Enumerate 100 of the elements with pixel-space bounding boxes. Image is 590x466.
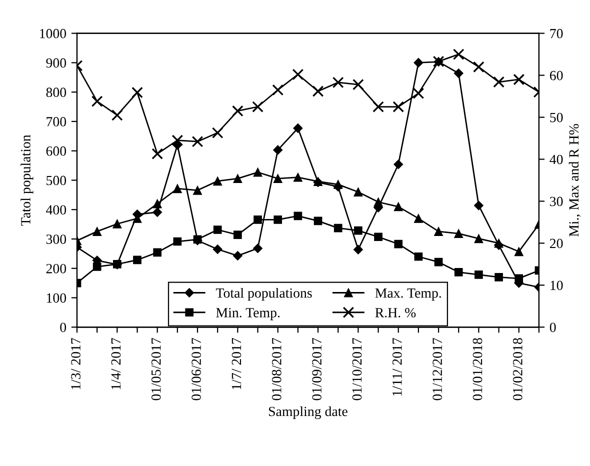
point: [152, 207, 162, 218]
y2-tick-label: 0: [550, 322, 556, 332]
point: [394, 240, 403, 248]
x-tick-label: 01/12/2017: [432, 338, 442, 400]
point: [92, 226, 102, 236]
y-tick-label: 1000: [40, 28, 66, 38]
y-tick-label: 300: [46, 234, 66, 244]
point: [293, 172, 302, 182]
point: [434, 226, 444, 236]
point: [474, 200, 484, 210]
point: [374, 232, 382, 242]
point: [212, 244, 222, 254]
point: [273, 145, 283, 155]
y2-tick-label: 50: [550, 112, 563, 122]
point: [213, 226, 222, 234]
y-tick-label: 200: [46, 264, 66, 274]
point: [312, 86, 324, 97]
point: [232, 105, 244, 117]
point: [434, 258, 443, 266]
point: [513, 74, 525, 86]
x-tick-label: 01/05/2017: [151, 338, 161, 400]
point: [234, 230, 242, 239]
point: [232, 250, 242, 261]
point: [334, 224, 342, 232]
point: [394, 202, 403, 212]
x-tick-label: 01/02/2018: [512, 338, 522, 400]
y-tick-label: 700: [46, 117, 66, 126]
point: [493, 76, 504, 88]
x-tick-label: 1/7/ 2017: [232, 338, 242, 390]
x-axis-title: Sampling date: [268, 406, 348, 420]
point: [192, 136, 204, 148]
y2-tick-label: 60: [550, 70, 563, 80]
point: [452, 48, 464, 60]
y2-tick-label: 40: [550, 154, 563, 164]
point: [192, 186, 202, 195]
y2-tick-label: 70: [550, 28, 563, 38]
point: [252, 101, 264, 112]
point: [233, 174, 242, 184]
y2-tick-label: 30: [550, 196, 563, 206]
point: [414, 252, 423, 261]
point: [474, 234, 484, 244]
y-axis-title: Tatol population: [20, 134, 34, 226]
point: [91, 96, 103, 108]
point: [274, 216, 282, 224]
point: [111, 109, 123, 121]
legend-label: R.H. %: [375, 308, 416, 318]
point: [272, 84, 284, 96]
point: [152, 148, 164, 160]
point: [172, 184, 182, 194]
y-tick-label: 900: [46, 58, 66, 68]
y-tick-label: 0: [60, 322, 66, 332]
point: [474, 270, 483, 279]
y-tick-label: 500: [46, 176, 66, 186]
y2-tick-label: 10: [550, 280, 563, 290]
point: [112, 219, 122, 228]
point: [353, 244, 363, 254]
x-tick-label: 1/3/ 2017: [71, 338, 80, 390]
x-tick-label: 01/08/2017: [272, 338, 282, 400]
point: [332, 76, 344, 88]
point: [292, 68, 304, 80]
point: [314, 216, 322, 226]
point: [394, 160, 404, 170]
y2-tick-label: 20: [550, 238, 563, 248]
point: [473, 61, 484, 73]
point: [253, 168, 262, 177]
point: [294, 212, 302, 220]
y-tick-label: 600: [46, 146, 66, 156]
point: [414, 214, 423, 223]
point: [454, 268, 463, 276]
x-tick-label: 1/4/ 2017: [111, 338, 121, 390]
point: [212, 127, 224, 138]
x-tick-label: 01/01/2018: [472, 338, 482, 400]
y2-axis-title: Mi., Max and R H%: [568, 124, 581, 237]
y-tick-label: 100: [46, 293, 66, 303]
point: [392, 101, 404, 112]
point: [273, 174, 282, 184]
y-tick-label: 400: [46, 205, 66, 215]
legend-label: Max. Temp.: [375, 288, 441, 301]
point: [173, 237, 182, 246]
point: [172, 134, 184, 146]
legend-label: Total populations: [216, 288, 312, 301]
point: [153, 248, 162, 257]
point: [352, 78, 364, 90]
point: [354, 226, 362, 235]
point: [132, 86, 143, 98]
point: [414, 58, 424, 68]
point: [172, 140, 182, 150]
point: [254, 216, 262, 224]
x-tick-label: 01/10/2017: [352, 338, 362, 400]
point: [213, 176, 222, 186]
point: [293, 123, 303, 133]
point: [252, 244, 263, 254]
point: [454, 68, 464, 78]
x-tick-label: 01/06/2017: [192, 338, 201, 400]
legend-label: Min. Temp.: [216, 308, 280, 320]
x-tick-label: 01/09/2017: [312, 338, 322, 400]
point: [514, 247, 524, 256]
point: [454, 229, 464, 238]
point: [494, 273, 503, 282]
x-tick-label: 1/11/ 2017: [392, 338, 402, 396]
